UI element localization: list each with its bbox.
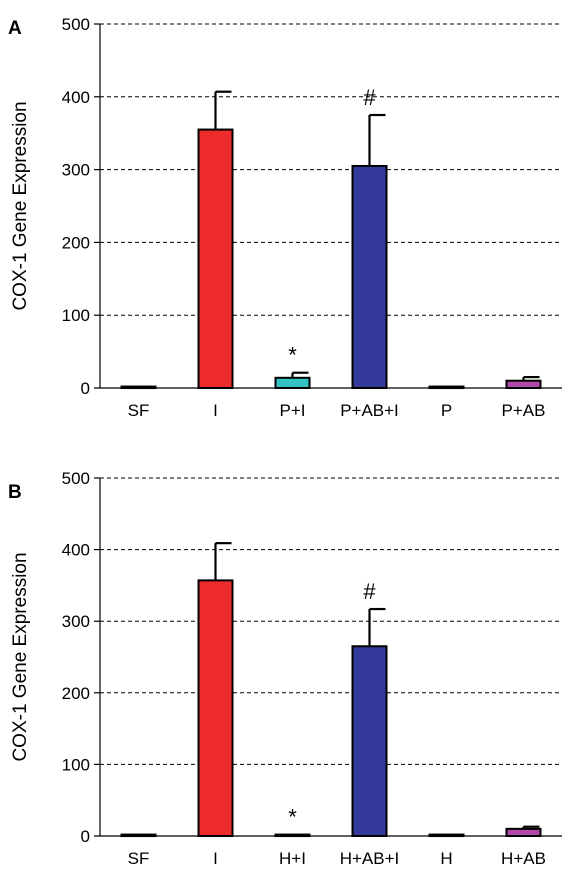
chart-panel-a: A COX-1 Gene Expression 0 100 200 300 400 500 SF… bbox=[8, 15, 562, 420]
panel-label: A bbox=[8, 18, 22, 39]
y-tick-label: 500 bbox=[62, 15, 90, 34]
x-tick-label: H+AB bbox=[501, 849, 546, 868]
significance-marker: * bbox=[288, 343, 297, 368]
y-tick-label: 300 bbox=[62, 161, 90, 180]
bar-I bbox=[197, 128, 234, 389]
x-tick-label: P+I bbox=[280, 401, 306, 420]
x-tick-label: P+AB+I bbox=[340, 401, 399, 420]
y-tick-label: 0 bbox=[81, 827, 90, 846]
bar-SF bbox=[120, 385, 157, 390]
y-tick-label: 500 bbox=[62, 469, 90, 488]
x-tick-label: I bbox=[213, 849, 218, 868]
bar-P+AB bbox=[505, 379, 542, 390]
x-tick-label: SF bbox=[128, 401, 150, 420]
y-tick-label: 0 bbox=[81, 379, 90, 398]
significance-marker: # bbox=[363, 85, 376, 110]
y-axis-label: COX-1 Gene Expression bbox=[10, 101, 31, 310]
x-tick-label: SF bbox=[128, 849, 150, 868]
bar-H+AB+I bbox=[351, 645, 388, 838]
x-tick-label: H+I bbox=[279, 849, 306, 868]
x-tick-label: H bbox=[440, 849, 452, 868]
significance-marker: * bbox=[288, 805, 297, 830]
x-tick-label: H+AB+I bbox=[340, 849, 400, 868]
bar-I bbox=[197, 579, 234, 837]
chart-panel-b: B COX-1 Gene Expression 0 100 200 300 400 500 SF… bbox=[8, 469, 562, 868]
significance-marker: # bbox=[363, 579, 376, 604]
y-axis-label: COX-1 Gene Expression bbox=[10, 552, 31, 761]
bar-H+AB bbox=[505, 827, 542, 838]
x-tick-label: P+AB bbox=[502, 401, 546, 420]
bar-SF bbox=[120, 833, 157, 838]
bar-P bbox=[428, 385, 465, 390]
y-tick-label: 200 bbox=[62, 233, 90, 252]
panel-label: B bbox=[8, 482, 22, 503]
bar-P+AB+I bbox=[351, 164, 388, 389]
y-tick-label: 100 bbox=[62, 755, 90, 774]
x-tick-label: P bbox=[441, 401, 452, 420]
y-tick-label: 400 bbox=[62, 88, 90, 107]
bar-P+I bbox=[274, 376, 311, 390]
x-tick-label: I bbox=[213, 401, 218, 420]
y-tick-label: 100 bbox=[62, 306, 90, 325]
y-tick-label: 400 bbox=[62, 541, 90, 560]
bar-H bbox=[428, 833, 465, 838]
y-tick-label: 300 bbox=[62, 612, 90, 631]
y-tick-label: 200 bbox=[62, 684, 90, 703]
bar-H+I bbox=[274, 833, 311, 838]
